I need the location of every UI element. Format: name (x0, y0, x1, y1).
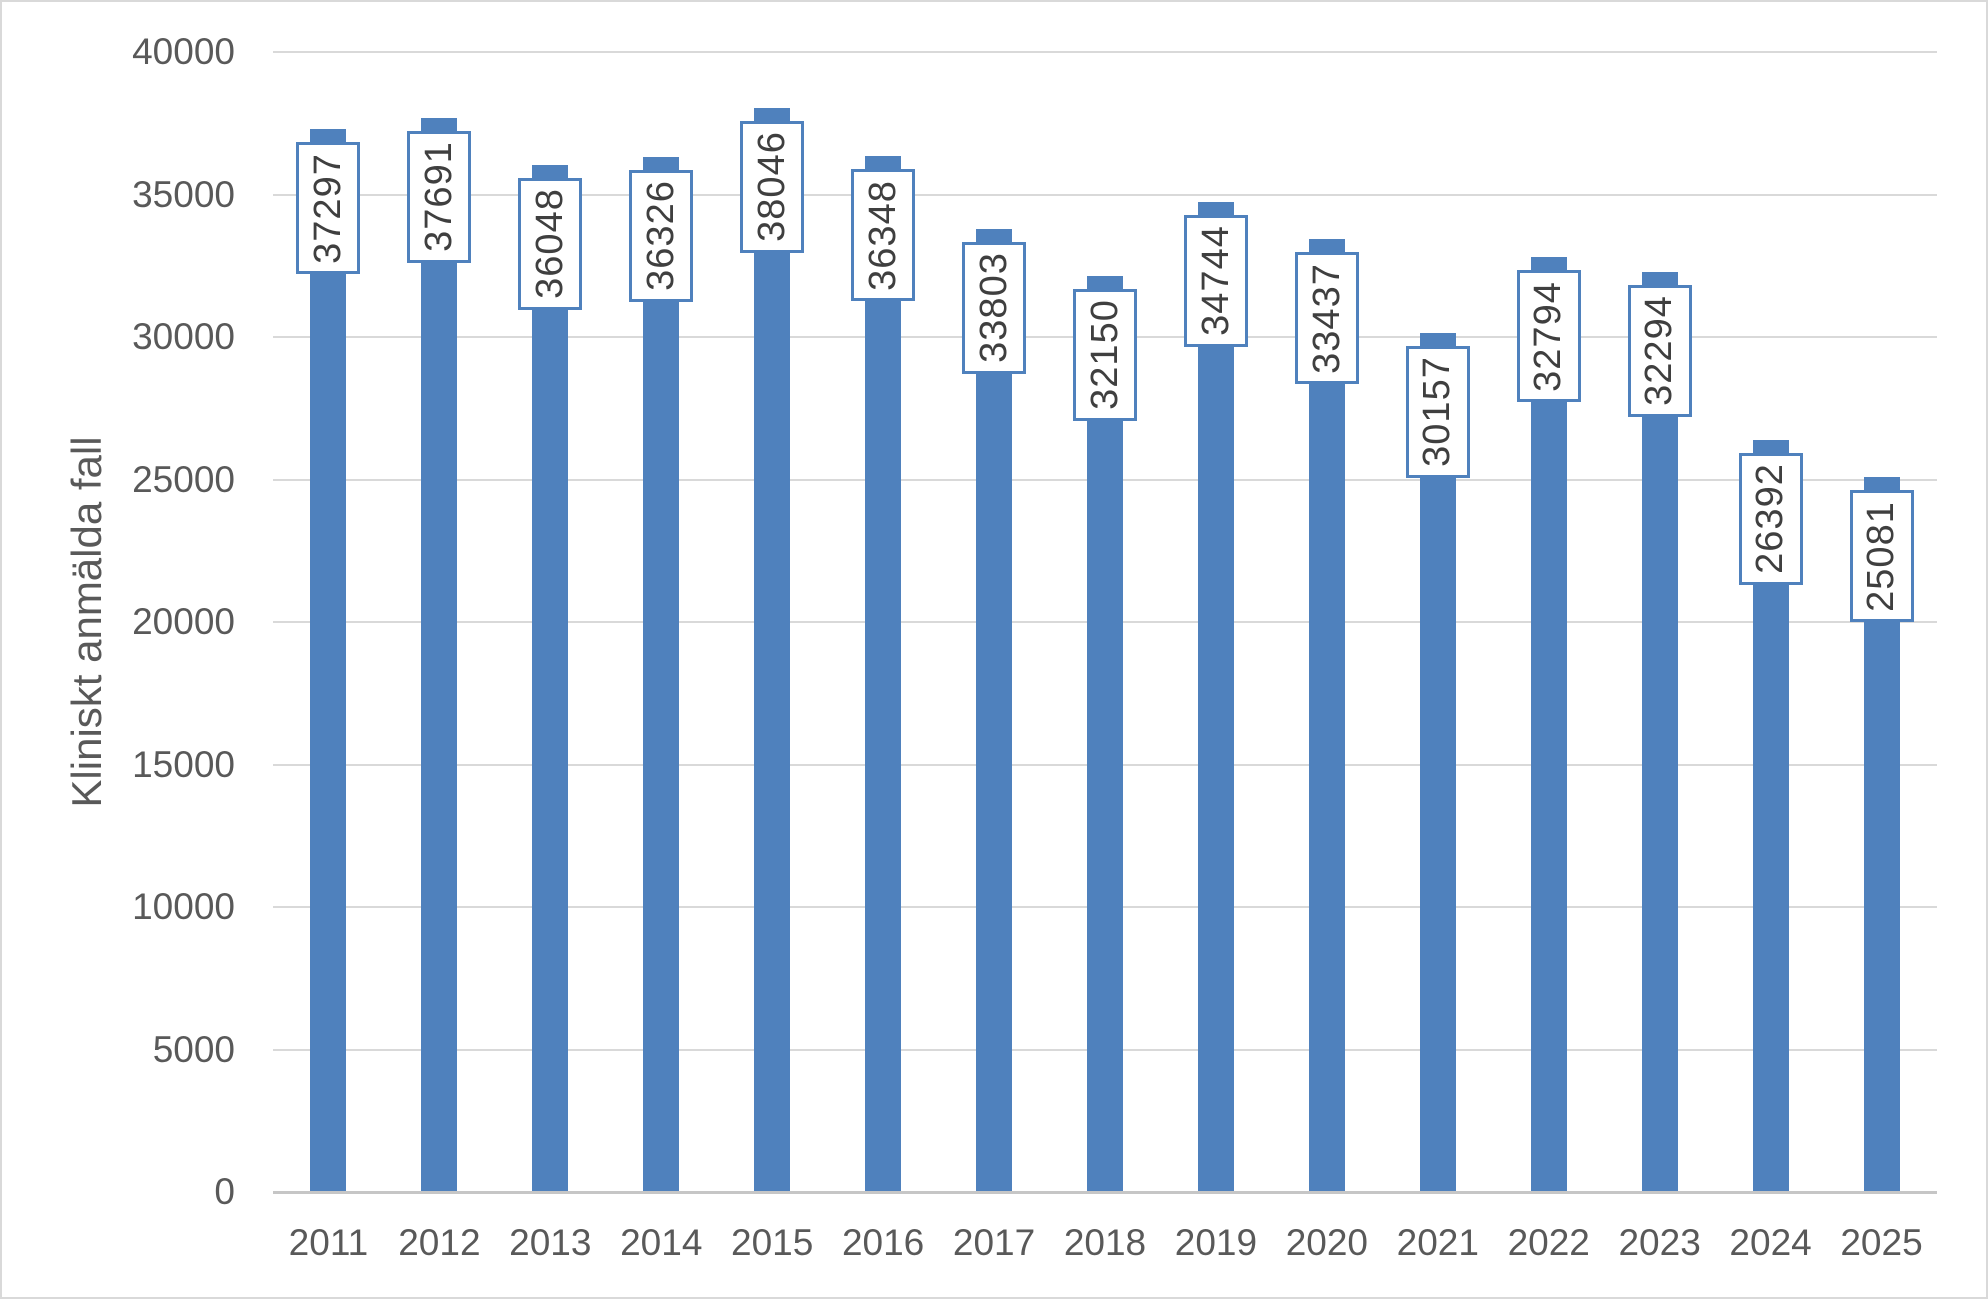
x-tick-label: 2015 (731, 1222, 814, 1263)
bar-value-text: 32794 (1527, 281, 1570, 392)
x-tick-label: 2011 (288, 1222, 369, 1263)
x-tick-label: 2020 (1285, 1222, 1368, 1263)
bar-value-label: 25081 (1849, 490, 1914, 623)
y-tick-label: 35000 (132, 173, 235, 215)
bar-value-text: 26392 (1749, 463, 1792, 575)
x-tick-label: 2016 (841, 1222, 925, 1263)
bar-value-label: 32294 (1627, 284, 1692, 417)
bar-value-text: 36048 (528, 188, 571, 299)
bar-value-label: 37297 (296, 142, 361, 275)
bar (421, 117, 458, 1192)
bar-value-label: 33437 (1294, 252, 1359, 385)
x-tick-label: 2014 (620, 1222, 703, 1263)
bar-value-text: 34744 (1194, 225, 1237, 337)
bar-value-label: 37691 (407, 130, 472, 263)
bar-value-label: 33803 (962, 241, 1027, 374)
bar (976, 228, 1013, 1192)
bar-value-text: 38046 (750, 131, 793, 243)
bar-value-label: 32150 (1073, 288, 1137, 421)
x-tick-label: 2019 (1174, 1222, 1258, 1263)
bar (1087, 275, 1123, 1192)
x-tick-label: 2023 (1618, 1222, 1701, 1263)
gridline (273, 193, 1937, 196)
bar-value-text: 33803 (972, 252, 1015, 363)
y-tick-label: 5000 (152, 1028, 235, 1070)
bar-value-label: 34744 (1183, 214, 1248, 347)
y-tick-label: 20000 (132, 601, 235, 642)
bar-value-text: 36326 (639, 180, 682, 292)
y-tick-label: 10000 (132, 886, 235, 927)
x-tick-label: 2017 (952, 1222, 1036, 1263)
bar-value-text: 37297 (306, 152, 349, 264)
bar-value-text: 25081 (1860, 500, 1903, 612)
bar (754, 107, 791, 1192)
bar (310, 129, 347, 1192)
bar (865, 156, 902, 1192)
bar-value-label: 36348 (851, 169, 916, 302)
x-tick-label: 2021 (1396, 1222, 1479, 1263)
bar-value-label: 30157 (1405, 345, 1470, 478)
bar-value-text: 32150 (1083, 299, 1126, 411)
y-tick-label: 40000 (132, 31, 235, 72)
bar-value-label: 38046 (740, 120, 805, 253)
bar-value-text: 33437 (1305, 262, 1348, 374)
y-tick-label: 15000 (132, 743, 235, 785)
bar (1641, 271, 1678, 1192)
y-tick-label: 0 (214, 1171, 235, 1212)
x-tick-label: 2013 (509, 1222, 592, 1263)
gridline (273, 51, 1937, 53)
x-tick-label: 2018 (1063, 1222, 1147, 1263)
x-tick-label: 2022 (1507, 1222, 1590, 1263)
bar (1197, 201, 1234, 1192)
bar (643, 156, 680, 1192)
bar (532, 164, 569, 1192)
x-axis-line (273, 1191, 1937, 1194)
bar-value-text: 30157 (1416, 356, 1459, 467)
bar (1530, 257, 1567, 1192)
y-tick-label: 30000 (132, 316, 235, 357)
bar-value-text: 32294 (1638, 295, 1681, 406)
x-tick-label: 2025 (1840, 1222, 1923, 1263)
x-tick-label: 2024 (1729, 1222, 1812, 1263)
bar-value-label: 26392 (1738, 452, 1803, 585)
bar-value-label: 32794 (1516, 270, 1581, 403)
bar-value-label: 36048 (518, 177, 583, 310)
bar-value-text: 37691 (417, 141, 460, 253)
bar (1308, 239, 1345, 1192)
bar-value-label: 36326 (629, 169, 694, 302)
y-tick-label: 25000 (132, 458, 235, 500)
x-tick-label: 2012 (398, 1222, 481, 1263)
bar-value-text: 36348 (861, 179, 904, 291)
